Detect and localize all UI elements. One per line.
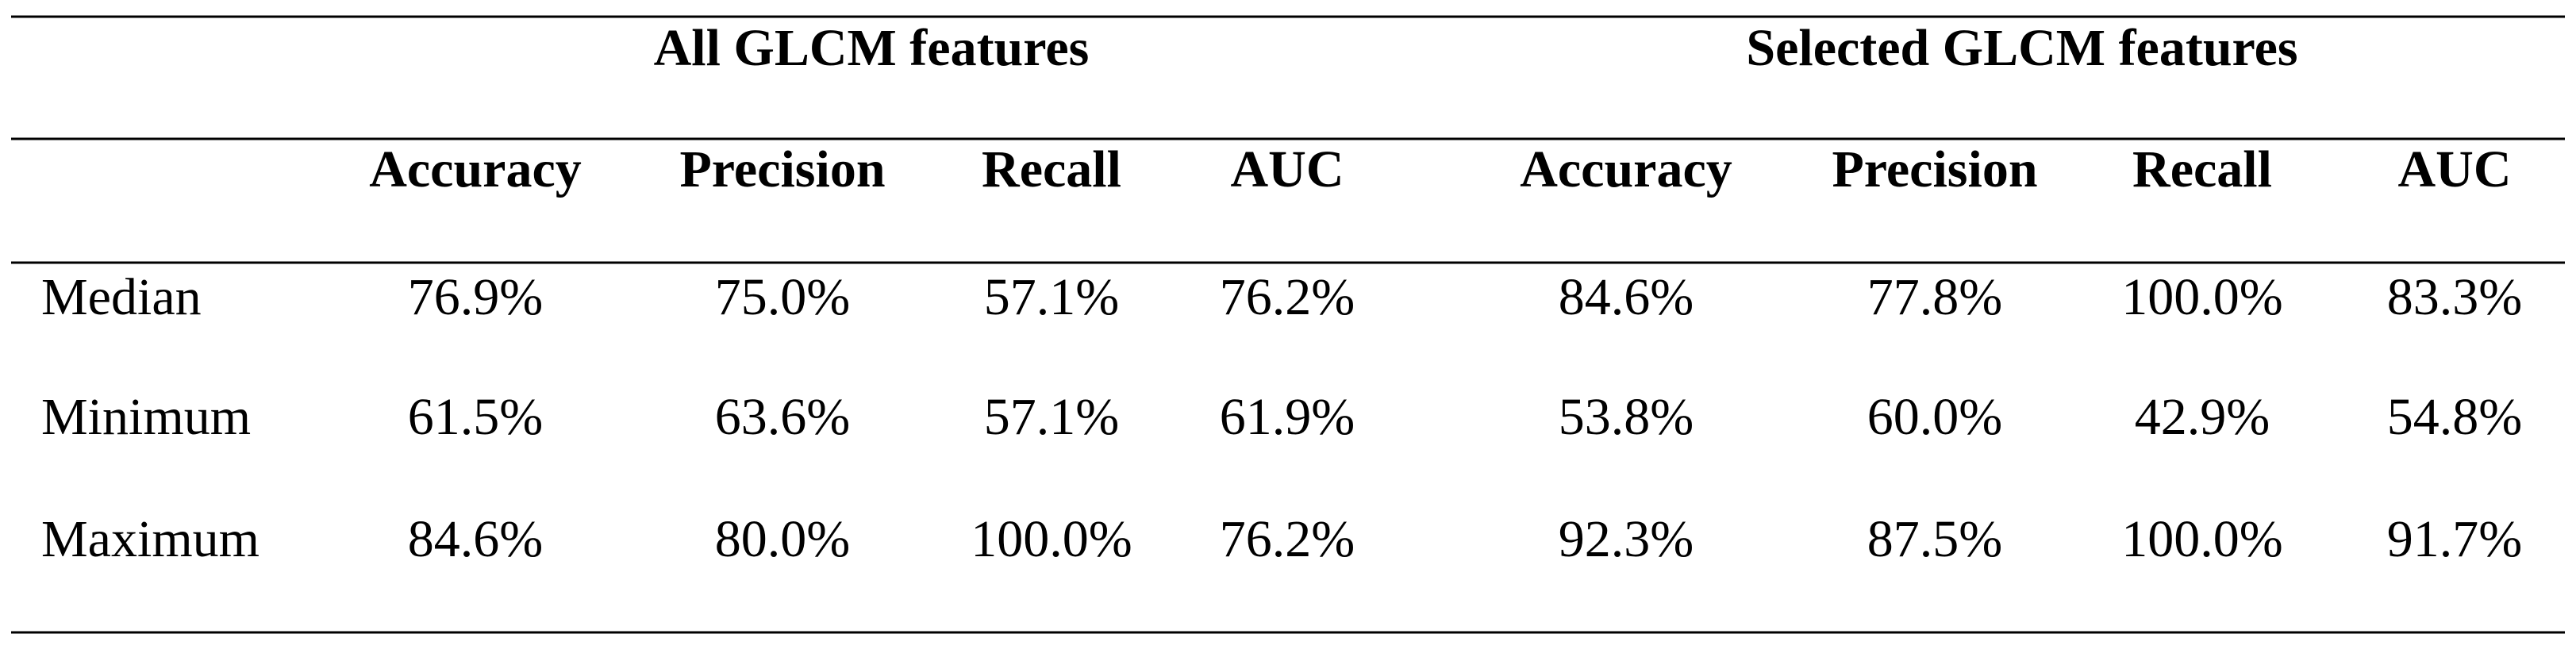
cell: 92.3% [1559, 510, 1694, 568]
cell: 57.1% [984, 388, 1119, 446]
cell: 61.5% [408, 388, 543, 446]
cell: 76.2% [1220, 268, 1355, 326]
cell: 53.8% [1559, 388, 1694, 446]
cell: 100.0% [2121, 268, 2282, 326]
row-label: Minimum [41, 388, 251, 446]
column-header: Recall [982, 140, 1121, 198]
cell: 87.5% [1867, 510, 2002, 568]
cell: 84.6% [1559, 268, 1694, 326]
column-header: Accuracy [1520, 140, 1732, 198]
cell: 100.0% [971, 510, 1132, 568]
column-header: AUC [1231, 140, 1344, 198]
cell: 84.6% [408, 510, 543, 568]
cell: 83.3% [2387, 268, 2522, 326]
cell: 61.9% [1220, 388, 1355, 446]
group-header: Selected GLCM features [1746, 19, 2297, 77]
cell: 100.0% [2121, 510, 2282, 568]
cell: 77.8% [1867, 268, 2002, 326]
cell: 75.0% [715, 268, 850, 326]
row-label: Maximum [41, 510, 260, 568]
cell: 80.0% [715, 510, 850, 568]
column-header: Precision [1832, 140, 2037, 198]
column-header: Recall [2132, 140, 2272, 198]
cell: 63.6% [715, 388, 850, 446]
cell: 54.8% [2387, 388, 2522, 446]
cell: 60.0% [1867, 388, 2002, 446]
cell: 57.1% [984, 268, 1119, 326]
cell: 42.9% [2135, 388, 2270, 446]
group-header: All GLCM features [654, 19, 1090, 77]
column-header: Accuracy [369, 140, 582, 198]
cell: 76.2% [1220, 510, 1355, 568]
cell: 76.9% [408, 268, 543, 326]
column-header: AUC [2398, 140, 2512, 198]
column-header: Precision [679, 140, 885, 198]
cell: 91.7% [2387, 510, 2522, 568]
row-label: Median [41, 268, 202, 326]
